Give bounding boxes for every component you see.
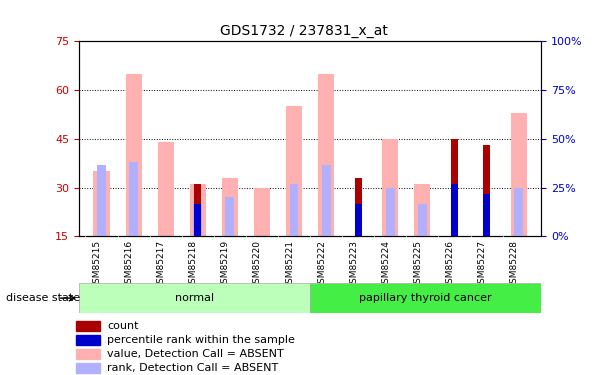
Text: papillary thyroid cancer: papillary thyroid cancer xyxy=(359,293,492,303)
Bar xyxy=(289,184,299,236)
Bar xyxy=(254,188,270,236)
Bar xyxy=(483,194,490,236)
Bar xyxy=(418,204,427,236)
Bar xyxy=(286,106,302,236)
Text: GSM85225: GSM85225 xyxy=(413,240,423,289)
Bar xyxy=(451,139,458,236)
Text: GSM85219: GSM85219 xyxy=(221,240,230,289)
Bar xyxy=(226,197,234,236)
Bar xyxy=(222,178,238,236)
Text: normal: normal xyxy=(175,293,214,303)
Text: GSM85221: GSM85221 xyxy=(285,240,294,289)
Bar xyxy=(382,139,398,236)
Text: GSM85215: GSM85215 xyxy=(92,240,102,289)
Bar xyxy=(190,184,206,236)
Text: GSM85224: GSM85224 xyxy=(381,240,390,289)
Bar xyxy=(79,283,310,313)
Bar xyxy=(194,204,201,236)
Text: GDS1732 / 237831_x_at: GDS1732 / 237831_x_at xyxy=(220,24,388,38)
Bar xyxy=(310,283,541,313)
Bar xyxy=(77,321,100,332)
Bar xyxy=(157,142,174,236)
Bar xyxy=(193,204,202,236)
Text: GSM85227: GSM85227 xyxy=(477,240,486,289)
Bar xyxy=(97,165,106,236)
Bar xyxy=(483,145,490,236)
Bar xyxy=(129,162,138,236)
Text: GSM85220: GSM85220 xyxy=(253,240,262,289)
Text: rank, Detection Call = ABSENT: rank, Detection Call = ABSENT xyxy=(108,363,278,373)
Bar xyxy=(415,184,430,236)
Bar xyxy=(451,184,458,236)
Text: value, Detection Call = ABSENT: value, Detection Call = ABSENT xyxy=(108,349,284,359)
Text: GSM85223: GSM85223 xyxy=(349,240,358,289)
Text: count: count xyxy=(108,321,139,331)
Bar xyxy=(514,188,523,236)
Text: disease state: disease state xyxy=(6,293,80,303)
Text: GSM85222: GSM85222 xyxy=(317,240,326,289)
Bar xyxy=(77,349,100,359)
Bar xyxy=(194,184,201,236)
Text: GSM85226: GSM85226 xyxy=(446,240,454,289)
Bar xyxy=(318,74,334,236)
Bar xyxy=(77,363,100,373)
Bar xyxy=(126,74,142,236)
Bar xyxy=(77,335,100,345)
Bar xyxy=(354,178,362,236)
Bar xyxy=(386,188,395,236)
Bar xyxy=(511,113,527,236)
Text: percentile rank within the sample: percentile rank within the sample xyxy=(108,335,295,345)
Text: GSM85218: GSM85218 xyxy=(188,240,198,289)
Bar xyxy=(94,171,109,236)
Text: GSM85217: GSM85217 xyxy=(157,240,165,289)
Bar xyxy=(322,165,331,236)
Bar xyxy=(354,204,362,236)
Text: GSM85228: GSM85228 xyxy=(510,240,519,289)
Text: GSM85216: GSM85216 xyxy=(125,240,134,289)
